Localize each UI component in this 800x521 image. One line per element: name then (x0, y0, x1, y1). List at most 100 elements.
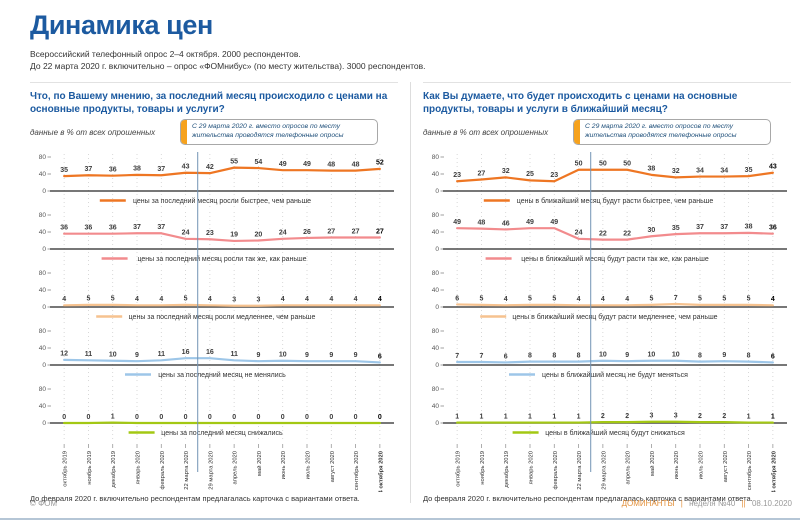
data-label: 37 (157, 166, 165, 173)
y-tick-label: 0 (42, 188, 46, 195)
y-tick-label: 0 (42, 304, 46, 311)
legend-label: цены в ближайший месяц будут расти медле… (512, 313, 717, 321)
data-label: 4 (305, 296, 309, 303)
y-tick-label: 0 (42, 420, 46, 427)
data-label: 4 (208, 296, 212, 303)
data-label: 5 (479, 296, 483, 303)
data-label: 38 (745, 224, 753, 231)
x-axis-label: июль 2020 (306, 451, 312, 479)
data-label: 5 (111, 296, 115, 303)
report-content: Динамика цен Всероссийский телефонный оп… (30, 10, 791, 503)
legend-label: цены за последний месяц росли так же, ка… (137, 255, 306, 263)
y-tick-label: 80 (39, 154, 47, 161)
copyright: © ФОМ (30, 499, 58, 508)
data-label: 22 (623, 230, 631, 237)
x-axis-label: сентябрь 2020 (747, 451, 753, 490)
data-label: 1 (577, 413, 581, 420)
data-label: 27 (376, 228, 384, 235)
issue-date: 08.10.2020 (751, 499, 792, 508)
chart-band: 0 40 80 1 1 1 1 1 1 2 2 3 3 2 2 1 1 цены в ближайший меся… (432, 386, 787, 439)
data-label: 0 (329, 414, 333, 421)
data-label: 30 (648, 227, 656, 234)
series-line (63, 232, 381, 243)
data-label: 9 (256, 352, 260, 359)
chart-band: 0 40 80 23 27 32 25 23 50 50 50 38 32 34 34 35 43 цены в … (432, 154, 787, 207)
data-label: 24 (182, 230, 190, 237)
panel-next-month: Как Вы думаете, что будет происходить с … (423, 82, 791, 503)
data-label: 9 (354, 352, 358, 359)
chart-last-month: 0 40 80 35 37 36 38 37 43 42 55 54 49 49 48 48 52 цены за… (30, 152, 398, 492)
data-label: 16 (206, 349, 214, 356)
callout-accent-bar (574, 120, 580, 144)
data-label: 0 (86, 414, 90, 421)
bottom-accent-bar (0, 518, 800, 520)
x-axis-label: апрель 2020 (626, 451, 632, 485)
x-axis-label: 22 марта 2020 (184, 451, 190, 490)
callout-accent-bar (181, 120, 187, 144)
x-axis-label: февраль 2020 (553, 451, 559, 489)
data-label: 27 (478, 170, 486, 177)
x-axis-label: 22 марта 2020 (577, 451, 583, 490)
footer-meta: ДОМИНАНТЫ | неделя №40 || 08.10.2020 (618, 499, 792, 508)
x-axis-label: май 2020 (256, 451, 263, 476)
data-label: 48 (478, 219, 486, 226)
y-tick-label: 80 (39, 212, 47, 219)
data-label: 0 (135, 414, 139, 421)
legend-label: цены за последний месяц не менялись (158, 371, 286, 379)
data-label: 11 (230, 351, 238, 358)
issue-number: неделя №40 (689, 499, 736, 508)
data-label: 37 (133, 224, 141, 231)
data-label: 8 (552, 352, 556, 359)
data-label: 55 (230, 158, 238, 165)
data-label: 1 (111, 413, 115, 420)
data-note: данные в % от всех опрошенных (30, 128, 156, 137)
data-label: 0 (232, 414, 236, 421)
data-label: 34 (696, 167, 704, 174)
data-label: 38 (133, 166, 141, 173)
data-label: 4 (601, 296, 605, 303)
data-label: 37 (157, 224, 165, 231)
data-label: 32 (672, 168, 680, 175)
y-tick-label: 40 (432, 229, 440, 236)
footer-separator: || (741, 499, 746, 508)
series-line (63, 166, 381, 178)
x-axis-label: 29 марта 2020 (208, 451, 214, 490)
y-tick-label: 80 (432, 328, 440, 335)
data-label: 9 (625, 352, 629, 359)
x-axis-label: декабрь 2019 (111, 451, 117, 488)
data-label: 23 (550, 172, 558, 179)
data-label: 0 (281, 414, 285, 421)
data-label: 36 (60, 225, 68, 232)
data-label: 38 (648, 166, 656, 173)
x-axis-label: апрель 2020 (233, 451, 239, 485)
data-label: 36 (109, 225, 117, 232)
y-tick-label: 40 (432, 345, 440, 352)
x-axis-label: январь 2020 (136, 451, 142, 484)
data-label: 4 (159, 296, 163, 303)
data-label: 19 (230, 232, 238, 239)
chart-next-month: 0 40 80 23 27 32 25 23 50 50 50 38 32 34 34 35 43 цены в … (423, 152, 791, 492)
data-label: 0 (159, 414, 163, 421)
data-label: 2 (722, 413, 726, 420)
data-label: 34 (720, 167, 728, 174)
data-label: 10 (672, 352, 680, 359)
data-label: 0 (354, 414, 358, 421)
data-label: 6 (455, 295, 459, 302)
data-label: 48 (327, 161, 335, 168)
y-tick-label: 80 (432, 154, 440, 161)
y-tick-label: 80 (39, 386, 47, 393)
x-axis-label: ноябрь 2019 (87, 451, 93, 485)
data-label: 25 (526, 171, 534, 178)
page-footer: © ФОМ ДОМИНАНТЫ | неделя №40 || 08.10.20… (30, 499, 792, 508)
chart-band: 0 40 80 36 36 36 37 37 24 23 19 20 24 26 27 27 27 цены за… (39, 212, 394, 265)
y-tick-label: 80 (432, 386, 440, 393)
footnote-last-month: До февраля 2020 г. включительно респонде… (30, 494, 360, 503)
legend-label: цены в ближайший месяц не будут меняться (542, 371, 688, 379)
x-axis-label: январь 2020 (529, 451, 535, 484)
x-axis-label: август 2020 (330, 451, 336, 482)
y-tick-label: 0 (42, 362, 46, 369)
x-axis-label: 4 октября 2020 (377, 451, 384, 492)
data-label: 3 (674, 413, 678, 420)
